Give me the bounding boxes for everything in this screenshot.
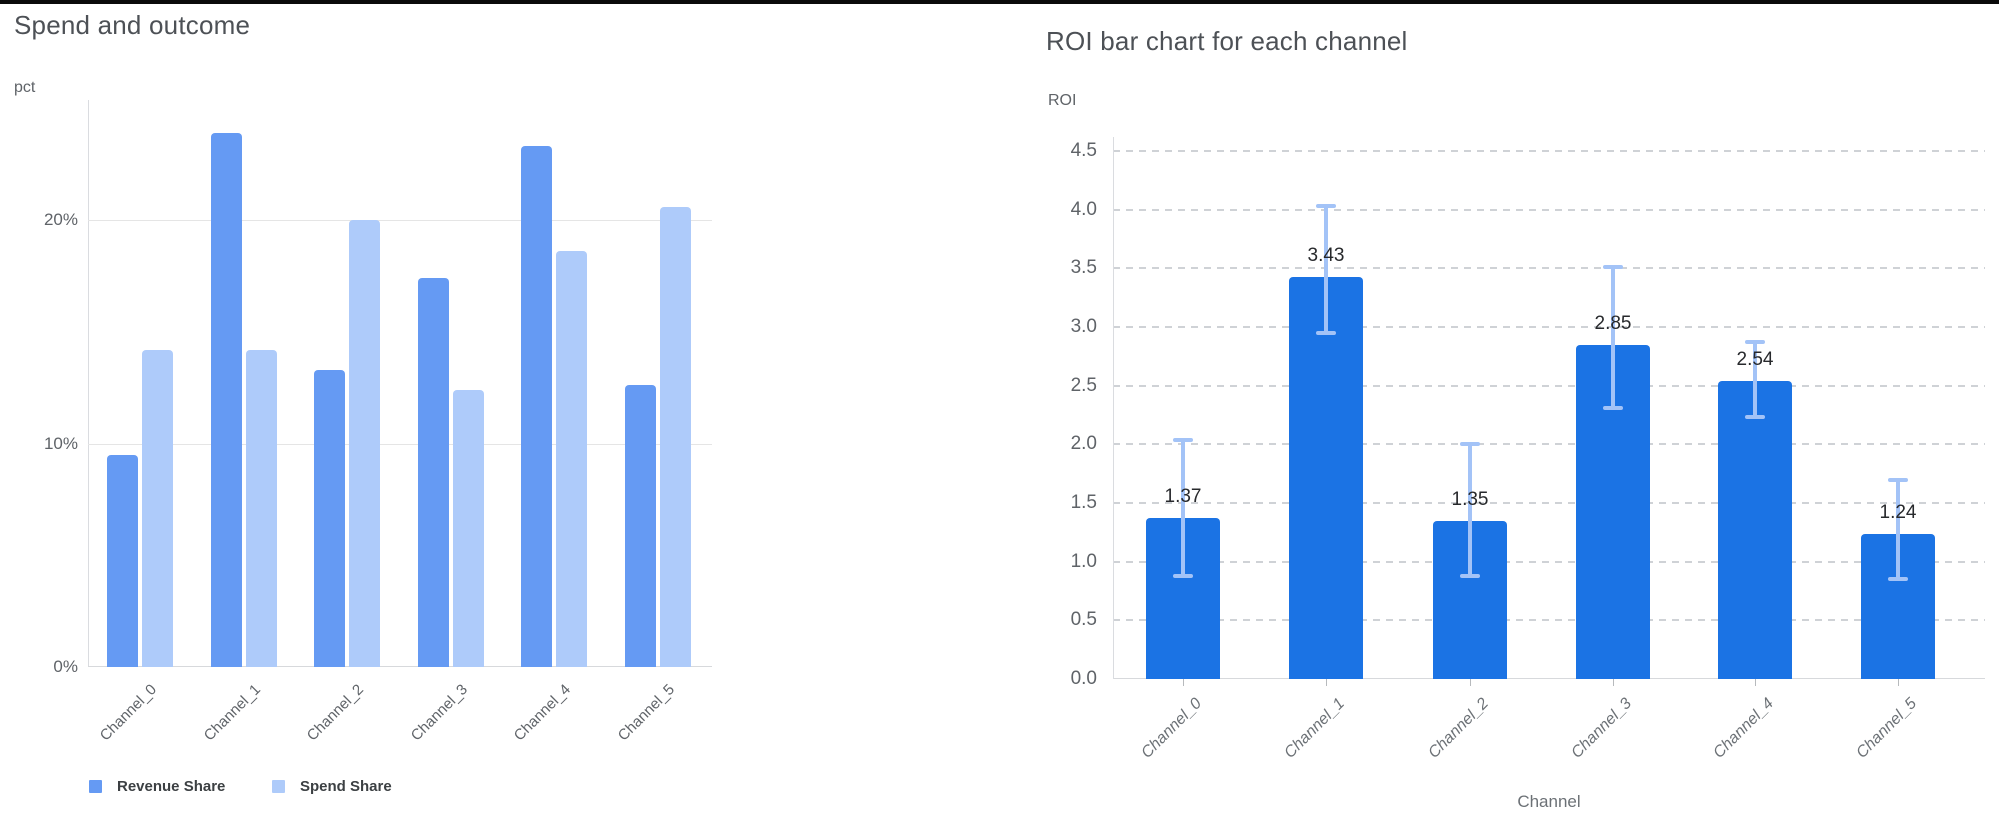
error-bar-cap-bottom xyxy=(1745,415,1765,420)
left-plot-area: Channel_0 Channel_1 Channel_2 Channel_3 Chan… xyxy=(88,100,712,744)
right-y-tick-label: 4.5 xyxy=(1070,140,1097,161)
x-axis-tick-mark xyxy=(1898,679,1899,686)
right-x-tick-label: Channel_1 xyxy=(1281,695,1349,762)
right-gridline-dashed xyxy=(1113,384,1985,387)
right-gridline-dashed xyxy=(1113,208,1985,211)
spend-share-bar xyxy=(452,389,484,667)
x-axis-tick-mark xyxy=(1326,679,1327,686)
left-chart-title: Spend and outcome xyxy=(14,10,251,40)
error-bar-cap-top xyxy=(1745,340,1765,345)
left-x-tick-label: Channel_1 xyxy=(200,681,264,745)
right-x-tick-label: Channel_4 xyxy=(1710,695,1778,762)
legend-label: Spend Share xyxy=(300,778,392,795)
x-axis-tick-mark xyxy=(1470,679,1471,686)
bar-value-label: 3.43 xyxy=(1307,244,1345,266)
error-bar-cap-top xyxy=(1316,204,1336,209)
right-y-tick-label: 4.0 xyxy=(1070,198,1097,220)
left-x-tick-label: Channel_5 xyxy=(614,681,678,745)
spend-share-bar xyxy=(556,251,587,667)
right-x-tick-label: Channel_5 xyxy=(1853,695,1921,762)
left-x-tick-label: Channel_2 xyxy=(303,681,368,745)
error-bar-line xyxy=(1611,267,1615,408)
error-bar-line xyxy=(1753,342,1757,418)
error-bar-line xyxy=(1324,206,1328,333)
spend-share-bar xyxy=(245,349,277,667)
error-bar-line xyxy=(1468,444,1472,576)
spend-share-bar xyxy=(659,206,691,667)
error-bar-cap-bottom xyxy=(1316,330,1336,335)
error-bar-cap-top xyxy=(1888,477,1908,482)
right-y-tick-label: 0.0 xyxy=(1070,668,1097,689)
right-y-axis-line xyxy=(1113,137,1114,679)
bar-value-label: 1.37 xyxy=(1164,486,1202,508)
bar-value-label: 1.35 xyxy=(1451,488,1489,510)
right-y-tick-label: 0.5 xyxy=(1070,609,1097,631)
right-gridline-dashed xyxy=(1113,502,1985,504)
left-x-axis-baseline xyxy=(88,666,712,667)
right-y-tick-label: 3.5 xyxy=(1070,257,1097,279)
right-gridline-dashed xyxy=(1113,267,1985,270)
right-plot-area: 1.37 Channel_0 3.43 Channel_1 1.35 Channel_2 2… xyxy=(1113,137,1985,762)
x-axis-tick-mark xyxy=(1755,679,1756,686)
error-bar-cap-top xyxy=(1173,437,1193,442)
bar-value-label: 1.24 xyxy=(1879,501,1917,523)
right-y-tick-label: 3.0 xyxy=(1070,316,1097,337)
error-bar-cap-bottom xyxy=(1603,405,1623,410)
bar-value-label: 2.85 xyxy=(1594,312,1632,334)
right-chart-title: ROI bar chart for each channel xyxy=(1046,26,1408,56)
legend-label: Revenue Share xyxy=(117,778,226,795)
right-x-axis-baseline xyxy=(1113,678,1985,679)
revenue-share-bar xyxy=(210,132,242,667)
right-x-axis-title: Channel xyxy=(1517,792,1581,811)
right-y-tick-label: 2.0 xyxy=(1070,433,1097,455)
revenue-share-bar xyxy=(106,454,138,667)
x-axis-tick-mark xyxy=(1613,679,1614,686)
left-gridline xyxy=(88,443,712,445)
right-y-axis-unit-label: ROI xyxy=(1048,92,1077,109)
left-y-axis-line xyxy=(88,100,89,667)
right-y-tick-label: 1.5 xyxy=(1070,492,1097,513)
error-bar-line xyxy=(1896,479,1900,580)
x-axis-tick-mark xyxy=(1183,679,1184,686)
error-bar-cap-bottom xyxy=(1173,573,1193,578)
right-y-tick-label: 1.0 xyxy=(1070,550,1097,572)
legend-swatch xyxy=(272,780,285,793)
legend-swatch xyxy=(89,780,102,793)
legend-item-revenue-share: Revenue Share xyxy=(89,778,225,795)
left-gridline xyxy=(88,220,712,221)
error-bar-cap-top xyxy=(1460,442,1480,447)
revenue-share-bar xyxy=(417,278,449,667)
left-y-tick-label: 20% xyxy=(43,210,78,229)
spend-share-bar xyxy=(349,220,380,667)
bar-value-label: 2.54 xyxy=(1736,348,1774,370)
left-y-axis-unit-label: pct xyxy=(14,79,36,96)
left-y-tick-label: 10% xyxy=(43,433,78,453)
left-x-tick-label: Channel_0 xyxy=(96,681,160,745)
legend-item-spend-share: Spend Share xyxy=(272,778,392,795)
left-y-tick-label: 0% xyxy=(53,657,78,676)
spend-share-bar xyxy=(141,349,173,667)
revenue-share-bar xyxy=(624,385,656,667)
right-gridline-dashed xyxy=(1113,443,1985,446)
right-x-tick-label: Channel_0 xyxy=(1138,695,1206,762)
right-x-tick-label: Channel_3 xyxy=(1568,695,1636,762)
roi-bar xyxy=(1289,276,1363,679)
error-bar-cap-bottom xyxy=(1888,577,1908,582)
left-x-tick-label: Channel_4 xyxy=(510,681,575,745)
right-y-tick-label: 2.5 xyxy=(1070,374,1097,396)
error-bar-line xyxy=(1181,439,1185,576)
error-bar-cap-bottom xyxy=(1460,573,1480,578)
right-gridline-dashed xyxy=(1113,619,1985,622)
right-gridline-dashed xyxy=(1113,560,1985,563)
right-gridline-dashed xyxy=(1113,326,1985,328)
left-x-tick-label: Channel_3 xyxy=(407,681,471,745)
revenue-share-bar xyxy=(521,146,552,667)
revenue-share-bar xyxy=(314,369,345,667)
bottom-border-line xyxy=(0,0,1999,4)
roi-bar xyxy=(1718,380,1792,679)
right-gridline-dashed xyxy=(1113,150,1985,153)
error-bar-cap-top xyxy=(1603,265,1623,270)
right-x-tick-label: Channel_2 xyxy=(1425,695,1493,762)
